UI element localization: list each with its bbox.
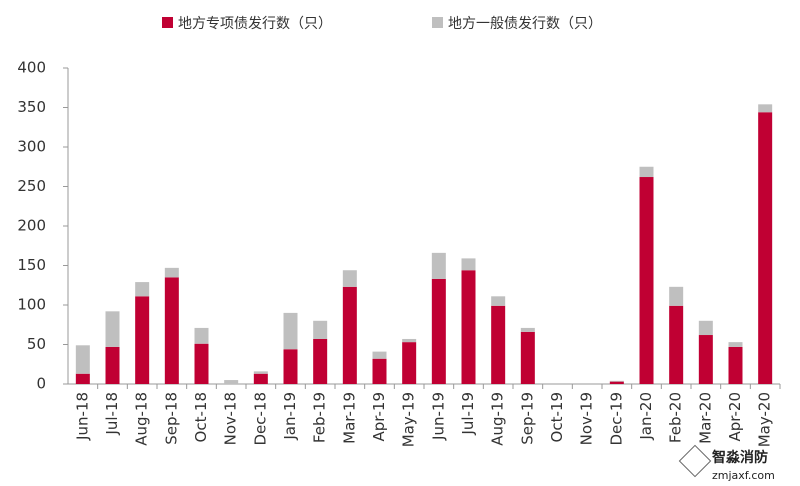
x-tick-label: Apr-19 (370, 392, 388, 442)
bar-segment (758, 112, 773, 385)
x-tick-label: Mar-20 (696, 392, 714, 444)
bar-segment (728, 346, 743, 384)
bar-segment (372, 358, 387, 384)
y-tick-label: 150 (17, 256, 46, 274)
x-tick-label: Feb-19 (311, 392, 329, 443)
x-tick-label: Dec-19 (607, 392, 625, 446)
x-tick-label: Jun-18 (73, 392, 91, 441)
y-tick-label: 200 (17, 217, 46, 235)
bar-segment (431, 252, 446, 279)
watermark-url: zmjaxf.com (712, 469, 775, 482)
bar-segment (342, 286, 357, 384)
bar-segment (164, 267, 179, 278)
y-tick-label: 50 (27, 335, 46, 353)
bar-segment (75, 345, 90, 374)
legend-swatch (432, 17, 443, 28)
bar-segment (402, 338, 417, 343)
bar-segment (491, 296, 506, 306)
y-tick-label: 250 (17, 177, 46, 195)
bar-segment (313, 338, 328, 384)
bar-segment (639, 177, 654, 384)
bar-segment (698, 335, 713, 384)
y-tick-label: 300 (17, 138, 46, 156)
bar-segment (105, 346, 120, 384)
bar-segment (164, 277, 179, 384)
legend-label: 地方专项债发行数（只） (178, 16, 332, 32)
bar-segment (253, 373, 268, 384)
x-tick-label: Feb-20 (667, 392, 685, 443)
legend: 地方专项债发行数（只） 地方一般债发行数（只） (162, 16, 602, 32)
x-tick-label: Oct-19 (548, 392, 566, 442)
bar-segment (491, 305, 506, 384)
bar-segment (105, 311, 120, 347)
y-tick-label: 0 (36, 375, 46, 393)
bar-segment (194, 343, 209, 384)
bar-segment (253, 371, 268, 374)
bar-segment (313, 320, 328, 339)
x-tick-label: Mar-19 (340, 392, 358, 444)
bar-segment (639, 166, 654, 178)
x-tick-label: Jul-19 (459, 392, 477, 436)
bar-segment (669, 286, 684, 306)
bar-segment (609, 380, 624, 382)
y-tick-label: 350 (17, 98, 46, 116)
x-tick-label: Jan-19 (281, 392, 299, 441)
bar-segment (283, 312, 298, 350)
bar-segment (431, 278, 446, 384)
bar-segment (758, 104, 773, 113)
bar-segment (520, 331, 535, 384)
bar-segment (728, 342, 743, 347)
legend-swatch (162, 17, 173, 28)
x-tick-label: Nov-18 (222, 392, 240, 445)
bar-segment (520, 327, 535, 332)
watermark: 智淼消防 zmjaxf.com (678, 444, 775, 482)
x-tick-label: May-19 (400, 392, 418, 447)
x-tick-label: Nov-19 (578, 392, 596, 445)
bar-segment (402, 342, 417, 384)
y-tick-label: 100 (17, 296, 46, 314)
bar-segment (224, 380, 239, 384)
x-tick-label: Aug-18 (133, 392, 151, 446)
bar-segment (135, 296, 150, 384)
bar-segment (461, 258, 476, 271)
bar-segment (283, 349, 298, 384)
x-tick-label: Aug-19 (489, 392, 507, 446)
x-tick-label: Apr-20 (726, 392, 744, 442)
x-tick-label: Jan-20 (637, 392, 655, 441)
x-tick-label: Dec-18 (251, 392, 269, 446)
y-tick-label: 400 (17, 59, 46, 77)
x-tick-label: Jun-19 (429, 392, 447, 441)
x-tick-label: May-20 (756, 392, 774, 447)
bar-segment (135, 282, 150, 297)
bar-segment (461, 270, 476, 384)
bar-segment (342, 270, 357, 287)
x-tick-label: Jul-18 (103, 392, 121, 436)
watermark-icon (678, 444, 712, 478)
bar-segment (609, 381, 624, 384)
bar-segment (194, 327, 209, 344)
bar-segment (372, 351, 387, 359)
x-tick-label: Oct-18 (192, 392, 210, 442)
legend-label: 地方一般债发行数（只） (448, 16, 602, 32)
bar-segment (698, 320, 713, 336)
watermark-text: 智淼消防 (711, 449, 768, 466)
bar-segment (669, 305, 684, 384)
x-tick-label: Sep-18 (162, 392, 180, 445)
bar-segment (75, 373, 90, 384)
x-tick-label: Sep-19 (518, 392, 536, 445)
